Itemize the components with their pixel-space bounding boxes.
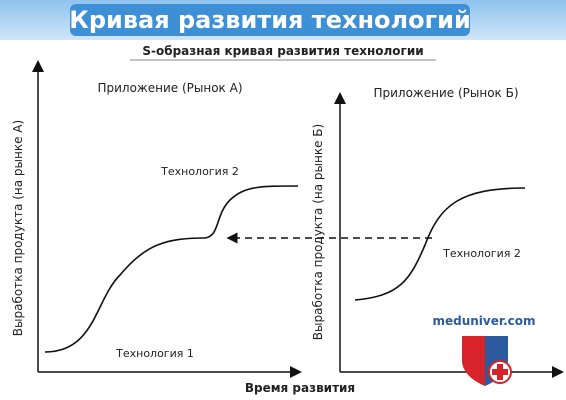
panel-a-title: Приложение (Рынок А) <box>97 81 242 95</box>
label-tech-2-a: Технология 2 <box>160 165 239 178</box>
curve-tech-2-b <box>354 187 526 301</box>
curve-tech-1 <box>44 237 206 353</box>
panel-b-title: Приложение (Рынок Б) <box>373 86 518 100</box>
panel-a-y-label: Выработка продукта (на рынке А) <box>11 120 25 336</box>
header-title: Кривая развития технологий <box>69 6 471 34</box>
logo-cross <box>492 364 508 380</box>
header-box <box>70 4 470 36</box>
panel-b-y-label: Выработка продукта (на рынке Б) <box>311 124 325 340</box>
logo-shield-half <box>462 336 485 386</box>
label-tech-1: Технология 1 <box>115 347 194 360</box>
subtitle: S-образная кривая развития технологии <box>142 44 423 58</box>
label-tech-2-b: Технология 2 <box>442 247 521 260</box>
curve-tech-2-a <box>204 185 299 239</box>
x-label: Время развития <box>245 381 355 395</box>
watermark: meduniver.com <box>432 314 535 328</box>
